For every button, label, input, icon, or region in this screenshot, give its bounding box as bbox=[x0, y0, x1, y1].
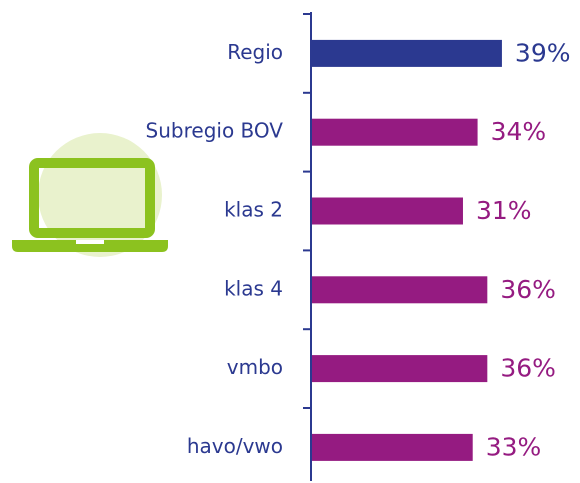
bar bbox=[312, 118, 478, 146]
value-label: 39% bbox=[515, 38, 571, 67]
value-label: 36% bbox=[500, 354, 556, 383]
bar bbox=[312, 433, 473, 461]
bar bbox=[312, 276, 488, 304]
value-label: 34% bbox=[491, 117, 547, 146]
icon-base bbox=[12, 240, 168, 252]
icon-screen bbox=[29, 158, 155, 238]
category-label: Subregio BOV bbox=[146, 119, 284, 143]
category-label: vmbo bbox=[227, 355, 283, 379]
category-label: havo/vwo bbox=[187, 434, 283, 458]
laptop-icon bbox=[12, 133, 168, 257]
value-label: 31% bbox=[476, 196, 532, 225]
bar bbox=[312, 197, 463, 225]
category-label: Regio bbox=[227, 40, 283, 64]
bar bbox=[312, 39, 502, 67]
value-label: 33% bbox=[486, 432, 542, 461]
category-label: klas 4 bbox=[224, 276, 283, 300]
category-label: klas 2 bbox=[224, 198, 283, 222]
bar bbox=[312, 355, 488, 383]
icon-circle bbox=[38, 133, 162, 257]
icon-notch bbox=[76, 240, 104, 244]
value-label: 36% bbox=[500, 275, 556, 304]
